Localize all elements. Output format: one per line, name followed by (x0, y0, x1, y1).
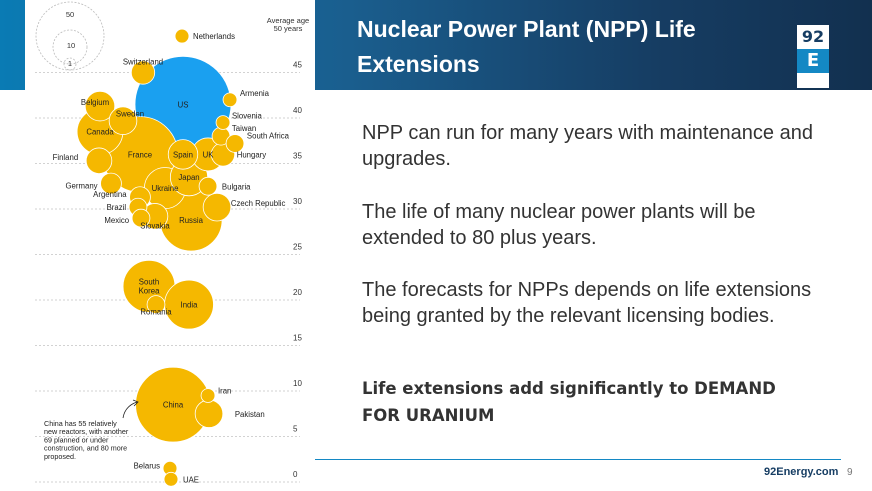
bubble-iran (200, 388, 216, 403)
bubble-label-russia: Russia (179, 216, 203, 225)
bubble-label-belarus: Belarus (134, 461, 161, 470)
tick-label-45: 45 (293, 61, 302, 70)
bubble-label-switzerland: Switzerland (123, 58, 163, 67)
bubble-label-india: India (181, 301, 199, 310)
emphasis-statement: Life extensions add significantly to DEM… (362, 379, 776, 425)
bubble-armenia (222, 92, 238, 108)
tick-label-30: 30 (293, 197, 302, 206)
bubble-spain (167, 139, 199, 170)
bubble-label-china: China (163, 401, 184, 410)
slide-title: Nuclear Power Plant (NPP) Life Extension… (357, 16, 696, 77)
bubble-czech-republic (202, 192, 232, 222)
tick-label-40: 40 (293, 106, 302, 115)
bubble-label-czech-republic: Czech Republic (231, 199, 286, 208)
bubble-label-bulgaria: Bulgaria (222, 182, 251, 191)
bubble-label-netherlands: Netherlands (193, 32, 235, 41)
bubble-label-sweden: Sweden (116, 110, 144, 119)
bubble-label-ukraine: Ukraine (152, 184, 179, 193)
logo-letter: E (797, 49, 829, 73)
bubble-label-brazil: Brazil (107, 203, 127, 212)
annotation-arrow (122, 401, 138, 419)
bubble-label-germany: Germany (65, 182, 97, 191)
bubble-label-romania: Romania (140, 308, 172, 317)
annotation-arrowhead (132, 399, 139, 407)
bubble-label-iran: Iran (218, 387, 231, 396)
bubble-romania (146, 295, 166, 314)
bubble-label-slovakia: Slovakia (140, 221, 170, 230)
axis-unit: 50 years (274, 24, 303, 33)
bubble-label-argentina: Argentina (93, 190, 127, 199)
bubble-germany (100, 172, 122, 195)
bubble-label-slovenia: Slovenia (232, 112, 263, 121)
paragraph-extension: The life of many nuclear power plants wi… (362, 201, 756, 249)
bubble-label-france: France (128, 150, 152, 159)
size-legend-circle-0 (35, 1, 105, 71)
size-legend-circle-1 (52, 29, 88, 65)
tick-label-10: 10 (293, 379, 302, 388)
tick-label-20: 20 (293, 288, 302, 297)
bubble-finland (85, 147, 113, 174)
bubble-label-spain: Spain (173, 150, 193, 159)
bubble-label-japan: Japan (178, 173, 199, 182)
tick-label-25: 25 (293, 243, 302, 252)
bubble-label-hungary: Hungary (237, 150, 267, 159)
paragraph-licensing: The forecasts for NPPs depends on life e… (362, 279, 812, 327)
brand-logo: 92 E (797, 25, 829, 88)
bubble-label-south-africa: South Africa (247, 131, 290, 140)
bubble-bulgaria (198, 176, 218, 196)
bubble-label-taiwan: Taiwan (232, 124, 256, 133)
paragraph-maintenance: NPP can run for many years with maintena… (362, 122, 813, 170)
size-legend-label-0: 50 (66, 10, 74, 19)
bubble-mexico (131, 208, 151, 228)
footer-divider (315, 459, 841, 460)
bubble-label-uk: UK (203, 150, 215, 159)
tick-label-5: 5 (293, 425, 298, 434)
bubble-sweden (108, 106, 138, 135)
tick-label-15: 15 (293, 334, 302, 343)
axis-title: Average age (267, 16, 309, 25)
bubble-label-mexico: Mexico (104, 216, 129, 225)
bubble-label-finland: Finland (53, 153, 79, 162)
footer-brand: 92Energy.com (764, 466, 839, 478)
bubble-netherlands (174, 28, 190, 44)
china-annotation: China has 55 relatively new reactors, wit… (44, 419, 129, 461)
tick-label-0: 0 (293, 470, 298, 479)
bubble-south-africa (225, 134, 245, 153)
bubble-label-pakistan: Pakistan (235, 410, 265, 419)
size-legend-label-1: 10 (67, 41, 75, 50)
logo-number: 92 (801, 27, 825, 46)
bubble-label-canada: Canada (86, 128, 114, 137)
bubble-uae (163, 471, 179, 487)
bubble-slovenia (215, 115, 231, 130)
bubble-chart-panel: 0 5 10 15 20 25 30 35 40 45 Average age 50 years 50 1… (25, 0, 315, 487)
bubble-label-uae: UAE (183, 475, 199, 484)
size-legend-circle-2 (63, 57, 77, 71)
bubble-label-south-korea: South Korea (139, 277, 160, 295)
bubble-pakistan (194, 399, 224, 428)
bubble-label-armenia: Armenia (240, 89, 270, 98)
tick-label-35: 35 (293, 152, 302, 161)
page-number: 9 (847, 467, 853, 478)
bubble-belgium (84, 91, 116, 122)
bubble-switzerland (130, 60, 156, 85)
size-legend-label-2: 1 (68, 59, 72, 68)
bubble-label-belgium: Belgium (81, 98, 109, 107)
bubble-label-us: US (178, 100, 189, 109)
